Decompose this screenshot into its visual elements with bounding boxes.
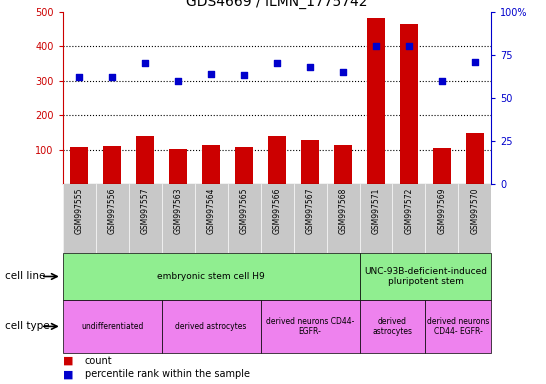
Text: count: count — [85, 356, 112, 366]
Point — [471, 58, 479, 65]
Bar — [260, 300, 359, 353]
Text: derived astrocytes: derived astrocytes — [175, 322, 247, 331]
Title: GDS4669 / ILMN_1775742: GDS4669 / ILMN_1775742 — [186, 0, 368, 9]
Point — [306, 64, 314, 70]
Text: UNC-93B-deficient-induced
pluripotent stem: UNC-93B-deficient-induced pluripotent st… — [364, 267, 487, 286]
Text: cell line: cell line — [5, 271, 46, 281]
Bar — [359, 300, 425, 353]
Text: ■: ■ — [63, 369, 73, 379]
Bar — [63, 300, 162, 353]
Text: derived neurons CD44-
EGFR-: derived neurons CD44- EGFR- — [266, 317, 354, 336]
Text: derived
astrocytes: derived astrocytes — [372, 317, 412, 336]
Bar — [466, 133, 484, 184]
Text: GSM997568: GSM997568 — [339, 188, 348, 234]
Text: cell type: cell type — [5, 321, 50, 331]
Bar — [268, 136, 286, 184]
Point — [273, 60, 282, 66]
Point — [207, 71, 216, 77]
Text: GSM997555: GSM997555 — [75, 188, 84, 234]
Bar — [400, 24, 418, 184]
Text: percentile rank within the sample: percentile rank within the sample — [85, 369, 250, 379]
Bar — [425, 300, 491, 353]
Bar — [162, 300, 260, 353]
Point — [405, 43, 413, 49]
Bar — [169, 149, 187, 184]
Text: undifferentiated: undifferentiated — [81, 322, 144, 331]
Bar — [103, 146, 121, 184]
Point — [75, 74, 84, 80]
Bar — [301, 140, 319, 184]
Bar — [367, 18, 385, 184]
Text: GSM997572: GSM997572 — [405, 188, 413, 234]
Text: GSM997566: GSM997566 — [272, 188, 282, 234]
Text: GSM997570: GSM997570 — [471, 188, 479, 234]
Text: ■: ■ — [63, 356, 73, 366]
Point — [174, 78, 182, 84]
Point — [339, 69, 347, 75]
Bar — [235, 147, 253, 184]
Text: GSM997556: GSM997556 — [108, 188, 117, 234]
Point — [141, 60, 150, 66]
Text: GSM997557: GSM997557 — [141, 188, 150, 234]
Text: GSM997571: GSM997571 — [371, 188, 381, 234]
Point — [437, 78, 446, 84]
Text: GSM997567: GSM997567 — [306, 188, 314, 234]
Bar — [359, 253, 491, 300]
Text: embryonic stem cell H9: embryonic stem cell H9 — [157, 272, 265, 281]
Bar — [136, 136, 155, 184]
Bar — [202, 145, 220, 184]
Text: GSM997563: GSM997563 — [174, 188, 183, 234]
Point — [372, 43, 381, 49]
Text: GSM997569: GSM997569 — [437, 188, 447, 234]
Bar — [63, 253, 359, 300]
Bar — [70, 147, 88, 184]
Point — [108, 74, 117, 80]
Bar — [334, 145, 352, 184]
Text: GSM997565: GSM997565 — [240, 188, 248, 234]
Text: GSM997564: GSM997564 — [206, 188, 216, 234]
Bar — [433, 148, 451, 184]
Text: derived neurons
CD44- EGFR-: derived neurons CD44- EGFR- — [427, 317, 490, 336]
Point — [240, 72, 248, 78]
